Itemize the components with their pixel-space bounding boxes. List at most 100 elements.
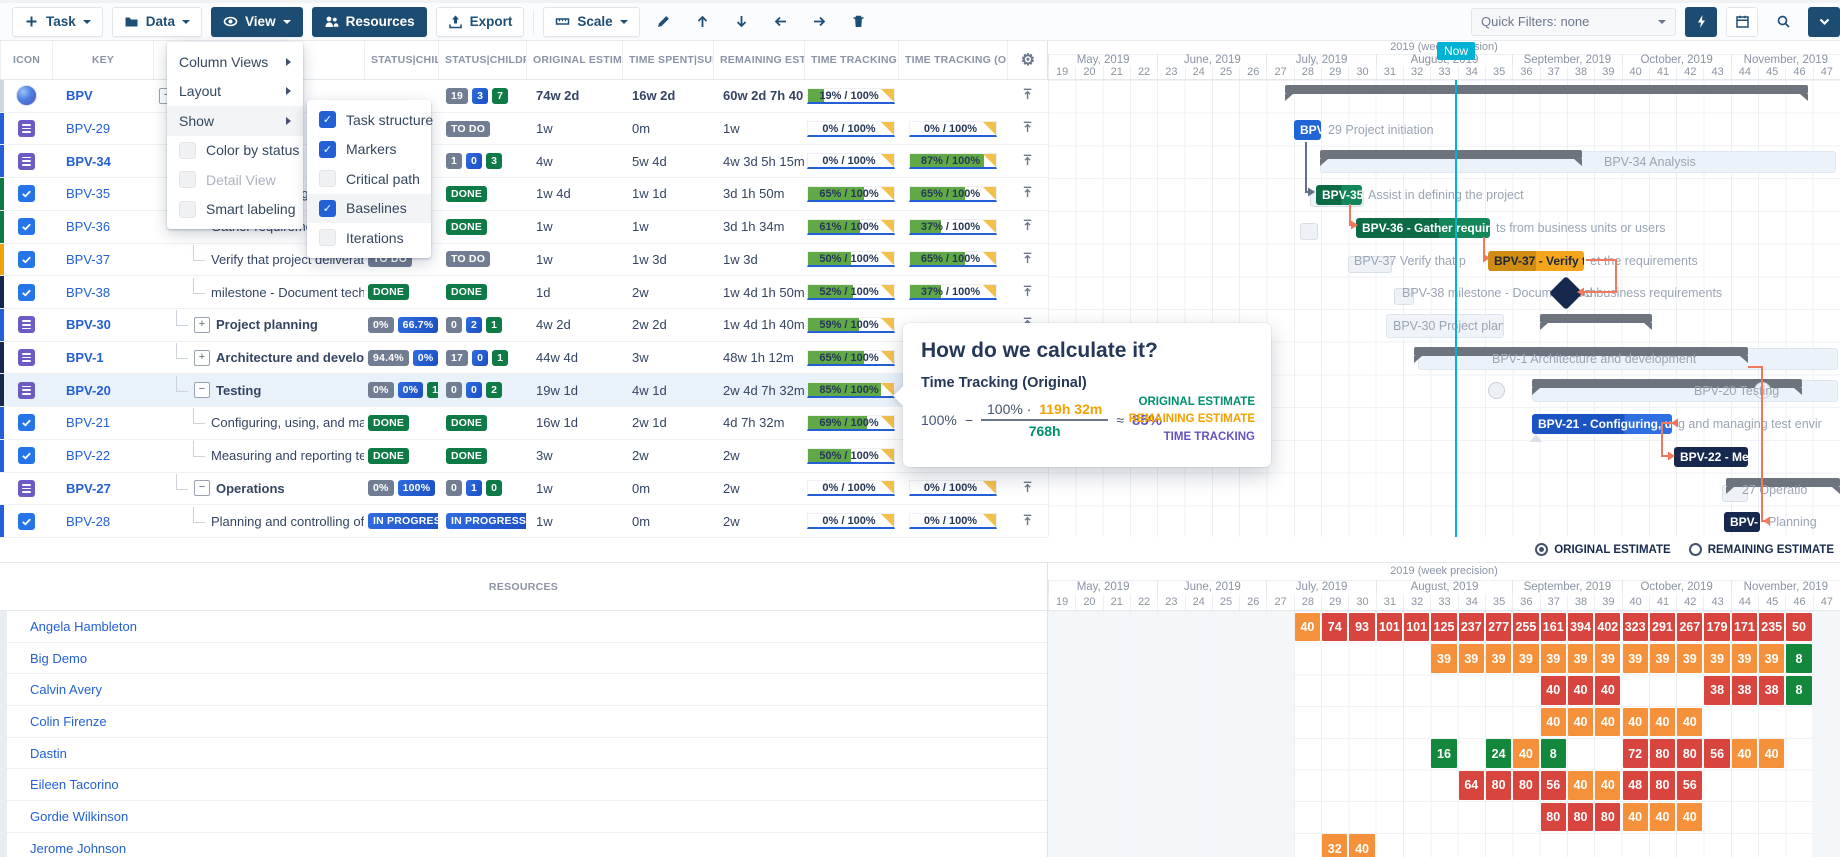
- radio-remaining-estimate[interactable]: REMAINING ESTIMATE: [1688, 543, 1834, 556]
- issue-key-link[interactable]: BPV-35: [66, 186, 111, 202]
- table-row-BPV-36[interactable]: BPV-36Gather requirements from business …: [0, 210, 1048, 244]
- expander-plus[interactable]: +: [194, 316, 210, 333]
- show-option-baselines[interactable]: ✓ Baselines: [307, 193, 431, 223]
- checkbox-unchecked-icon[interactable]: [179, 141, 196, 159]
- show-option-markers[interactable]: ✓ Markers: [307, 135, 431, 165]
- checkbox-unchecked-icon[interactable]: [319, 170, 336, 188]
- issue-key-link[interactable]: BPV-28: [66, 513, 111, 529]
- issue-key-link[interactable]: BPV-21: [66, 415, 111, 431]
- issue-key-link[interactable]: BPV-36: [66, 219, 111, 235]
- resource-name-link[interactable]: Jerome Johnson: [30, 840, 127, 856]
- checkbox-checked-icon[interactable]: ✓: [319, 111, 336, 129]
- trash-button[interactable]: [844, 8, 874, 36]
- summary-bar[interactable]: [1540, 313, 1652, 330]
- expand-button[interactable]: [1808, 6, 1840, 37]
- issue-key-link[interactable]: BPV-22: [66, 448, 111, 464]
- table-row-BPV-1[interactable]: BPV-1+Architecture and development94.4%0…: [0, 341, 1048, 375]
- expander-plus[interactable]: +: [194, 349, 210, 366]
- menu-toggle-detail-view[interactable]: Detail View: [167, 165, 303, 195]
- table-row-BPV-38[interactable]: BPV-38 milestone - Document technical and…: [0, 276, 1048, 309]
- menu-item-show[interactable]: Show: [167, 106, 303, 136]
- gear-icon[interactable]: ⚙: [1020, 52, 1036, 69]
- scroll-to-top-button[interactable]: [1021, 153, 1035, 170]
- bolt-button[interactable]: [1685, 6, 1717, 37]
- resource-name-link[interactable]: Big Demo: [30, 650, 88, 666]
- task-bar[interactable]: BPV-22 - Measu: [1674, 446, 1748, 467]
- task-bar[interactable]: BPV-35: [1316, 185, 1362, 206]
- scroll-to-top-button[interactable]: [1021, 251, 1035, 268]
- issue-key-link[interactable]: BPV-30: [66, 317, 111, 333]
- scroll-to-top-button[interactable]: [1021, 284, 1035, 301]
- checkbox-unchecked-icon[interactable]: [179, 171, 196, 189]
- issue-key-link[interactable]: BPV-34: [66, 153, 111, 169]
- table-row-BPV-27[interactable]: BPV-27− Operations 0% 100% 0 1 0 1w 0m 2w 0% / 100…: [0, 472, 1048, 506]
- summary-bar[interactable]: [1320, 150, 1582, 167]
- resource-name-link[interactable]: Colin Firenze: [30, 713, 107, 729]
- scroll-to-top-button[interactable]: [1021, 87, 1035, 104]
- show-option-task-structure[interactable]: ✓ Task structure: [307, 105, 433, 135]
- resource-name-link[interactable]: Eileen Tacorino: [30, 777, 119, 793]
- calendar-button[interactable]: [1726, 6, 1758, 37]
- quick-filters-select[interactable]: Quick Filters: none: [1471, 7, 1676, 36]
- issue-key-link[interactable]: BPV-37: [66, 251, 111, 267]
- task-bar[interactable]: BPV-: [1724, 512, 1760, 533]
- table-row-BPV-28[interactable]: BPV-28 Planning and controlling of change…: [0, 505, 1048, 538]
- export-button[interactable]: Export: [435, 6, 525, 37]
- summary-bar[interactable]: [1726, 477, 1840, 494]
- show-option-iterations[interactable]: Iterations: [307, 223, 431, 253]
- show-option-critical-path[interactable]: Critical path: [307, 164, 431, 194]
- task-bar[interactable]: BPV-21 - Configuring, using, an: [1532, 414, 1672, 435]
- menu-item-column-views[interactable]: Column Views: [167, 47, 303, 77]
- issue-key-link[interactable]: BPV: [66, 88, 93, 104]
- task-button[interactable]: Task: [12, 6, 103, 37]
- issue-key-link[interactable]: BPV-38: [66, 284, 111, 300]
- scale-button[interactable]: Scale: [543, 6, 640, 37]
- search-button[interactable]: [1767, 7, 1799, 37]
- menu-toggle-color-by-status[interactable]: Color by status: [167, 136, 303, 166]
- checkbox-checked-icon[interactable]: ✓: [319, 140, 336, 158]
- data-button[interactable]: Data: [111, 6, 203, 37]
- view-button[interactable]: View: [211, 6, 303, 37]
- checkbox-unchecked-icon[interactable]: [319, 229, 336, 247]
- scroll-to-top-button[interactable]: [1021, 120, 1035, 137]
- issue-key-link[interactable]: BPV-27: [66, 480, 111, 496]
- table-row-BPV-21[interactable]: BPV-21 Configuring, using, and managing t…: [0, 407, 1048, 440]
- issue-key-link[interactable]: BPV-29: [66, 121, 111, 137]
- scroll-to-top-button[interactable]: [1021, 218, 1035, 235]
- resources-button[interactable]: Resources: [311, 6, 427, 37]
- checkbox-checked-icon[interactable]: ✓: [319, 199, 336, 217]
- summary-bar[interactable]: [1285, 85, 1808, 101]
- radio-original-estimate[interactable]: ORIGINAL ESTIMATE: [1535, 543, 1671, 556]
- expander-minus[interactable]: −: [194, 480, 210, 497]
- task-bar[interactable]: BPV-37 - Verify that: [1488, 250, 1584, 271]
- resource-name-link[interactable]: Gordie Wilkinson: [30, 808, 129, 824]
- issue-key-link[interactable]: BPV-20: [66, 382, 111, 398]
- task-bar[interactable]: BPV: [1294, 119, 1321, 140]
- pencil-button[interactable]: [649, 8, 679, 36]
- arrow-right-button[interactable]: [805, 8, 835, 36]
- arrow-up-button[interactable]: [688, 8, 718, 36]
- table-row-BPV-30[interactable]: BPV-30 + Project planning 0% 66.7% 0 2 1 4w 2d 2w…: [0, 308, 1048, 342]
- scroll-to-top-button[interactable]: [1021, 480, 1035, 497]
- resource-name-link[interactable]: Angela Hambleton: [30, 618, 137, 634]
- table-row-BPV-22[interactable]: BPV-22 Measuring and reporting test cover…: [0, 439, 1048, 473]
- resource-name-link[interactable]: Calvin Avery: [30, 682, 103, 698]
- arrow-down-button[interactable]: [727, 8, 757, 36]
- arrow-left-button[interactable]: [766, 8, 796, 36]
- scroll-to-top-button[interactable]: [1021, 185, 1035, 202]
- issue-key-link[interactable]: BPV-1: [66, 350, 104, 366]
- summary-bar[interactable]: [1414, 346, 1748, 363]
- scroll-to-top-button[interactable]: [1021, 513, 1035, 530]
- checkbox-unchecked-icon[interactable]: [179, 200, 196, 218]
- menu-item-layout[interactable]: Layout: [167, 77, 303, 107]
- expander-minus[interactable]: −: [194, 382, 210, 399]
- menu-toggle-smart-labeling[interactable]: Smart labeling: [167, 195, 303, 225]
- resource-name-link[interactable]: Dastin: [30, 745, 67, 761]
- summary-bar[interactable]: [1532, 379, 1802, 396]
